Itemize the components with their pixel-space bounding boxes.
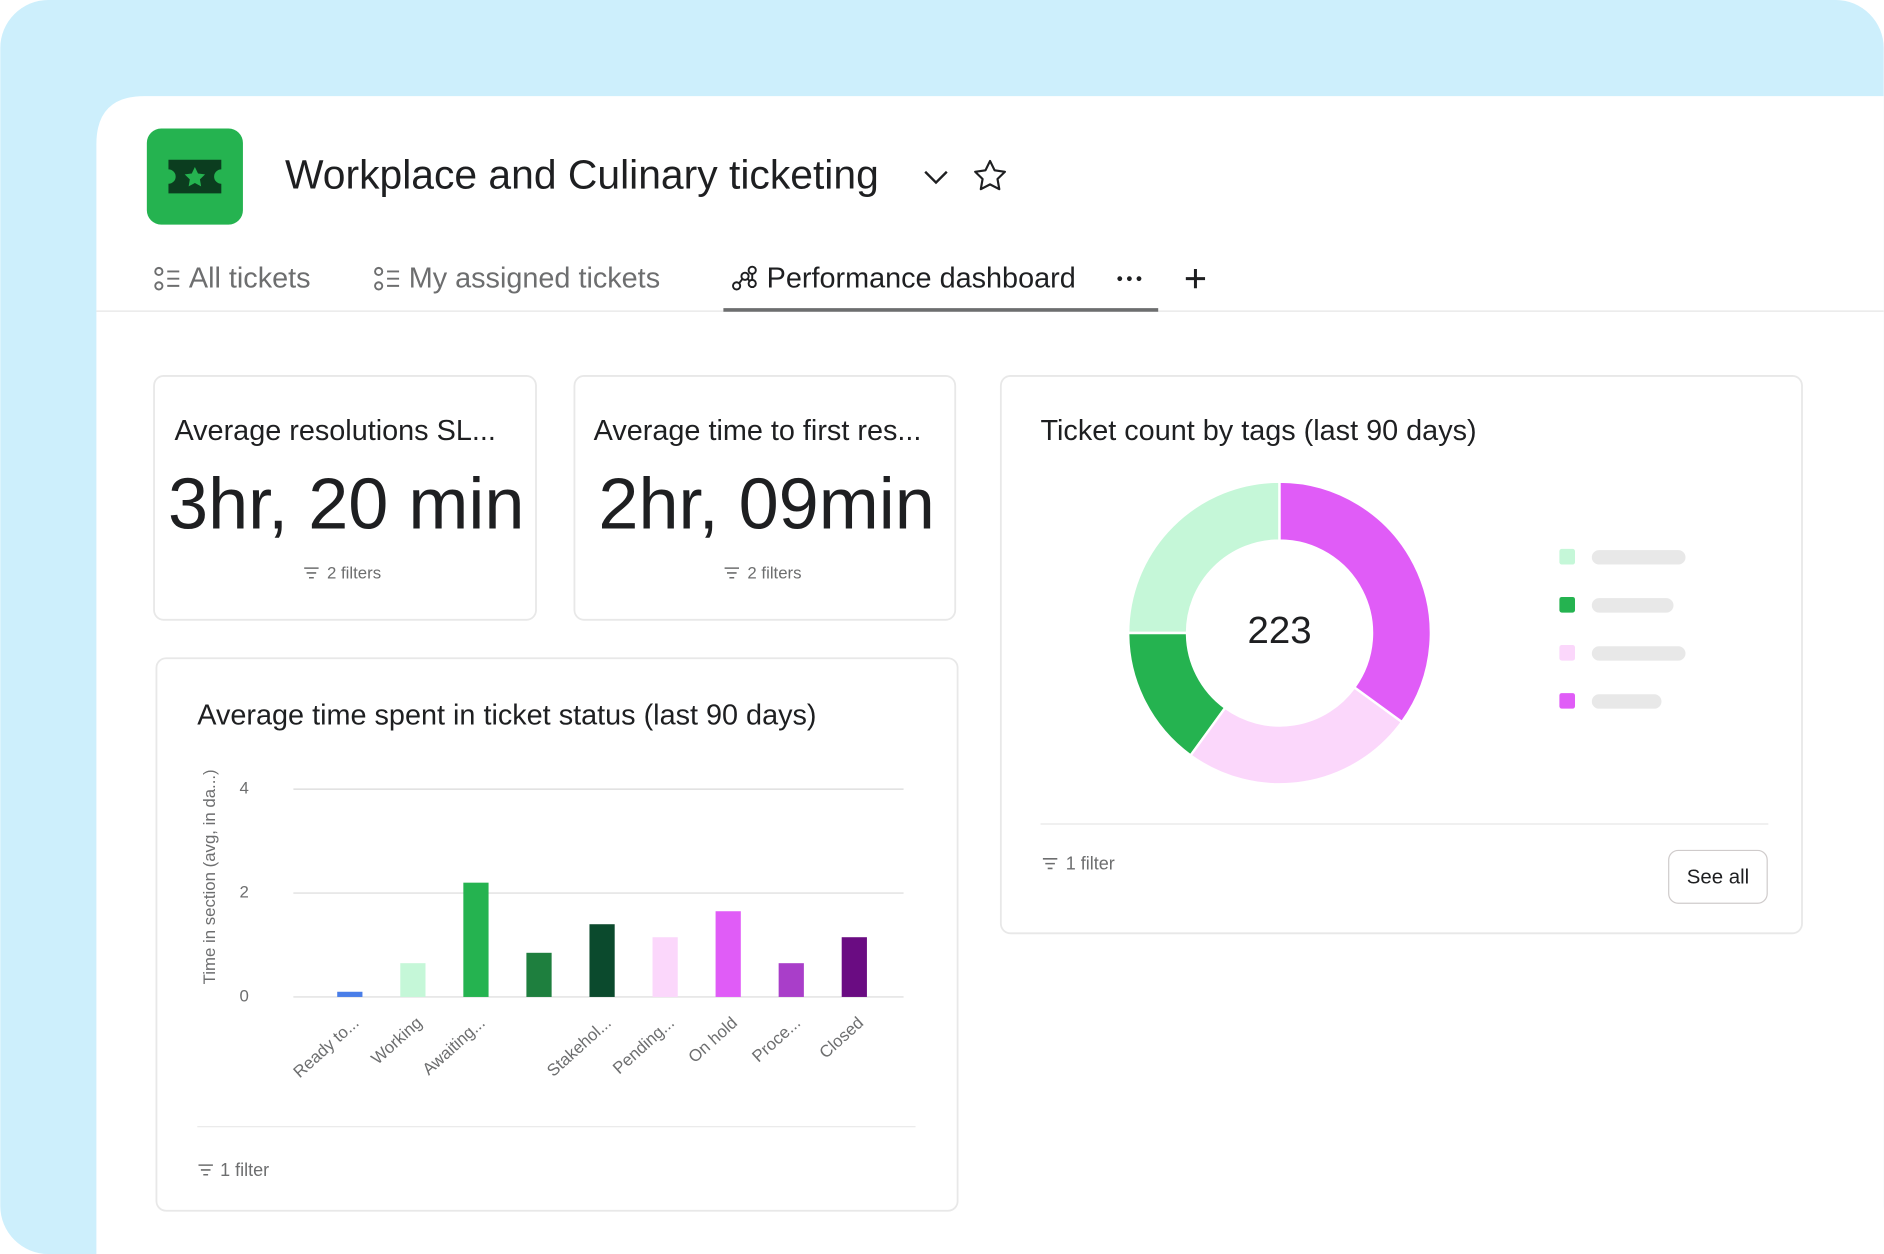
bar: [400, 963, 426, 997]
legend-placeholder: [1591, 646, 1686, 661]
legend-placeholder: [1591, 694, 1662, 709]
donut-segment: [1126, 480, 1281, 635]
card-value: 2hr, 09min: [598, 464, 934, 544]
star-button[interactable]: [974, 159, 1007, 191]
chart-title: Ticket count by tags (last 90 days): [1040, 415, 1476, 447]
button-label: See all: [1687, 866, 1749, 888]
legend-placeholder: [1591, 550, 1686, 565]
tab-label: My assigned tickets: [409, 262, 660, 294]
bar: [337, 991, 363, 997]
add-tab[interactable]: [1185, 269, 1206, 289]
filter-label: 2 filters: [747, 564, 801, 583]
tab-active[interactable]: Performance dashboard: [732, 262, 1142, 294]
legend-swatch: [1559, 548, 1576, 565]
y-axis-label: Time in section (avg, in da...): [200, 769, 219, 984]
bar: [463, 882, 489, 997]
legend-swatch: [1559, 596, 1576, 613]
legend-swatch: [1559, 645, 1576, 661]
dropdown[interactable]: [924, 170, 948, 185]
bar: [778, 963, 804, 997]
chart-title: Average time spent in ticket status (las…: [197, 700, 816, 732]
tab[interactable]: All tickets: [154, 262, 311, 294]
donut-total: 223: [1247, 609, 1311, 652]
project-icon: [146, 128, 243, 225]
legend-swatch: [1559, 693, 1576, 709]
filter-label: 1 filter: [1066, 854, 1115, 874]
filter-label: 1 filter: [220, 1160, 269, 1180]
tab-label: Performance dashboard: [767, 262, 1076, 294]
y-tick-label: 4: [239, 779, 248, 798]
tab-label: All tickets: [189, 262, 311, 294]
filter-label: 2 filters: [327, 564, 381, 583]
bar-card: Average time spent in ticket status (las…: [155, 657, 959, 1212]
metric-card: Average resolutions SL... 3hr, 20 min 2 …: [153, 375, 537, 621]
bar: [652, 937, 678, 997]
donut-chart: 223: [1126, 480, 1686, 786]
donut-segment: [1188, 685, 1404, 786]
bar: [841, 937, 867, 997]
card-title: Average time to first res...: [594, 415, 922, 447]
legend-placeholder: [1591, 598, 1674, 613]
card-title: Average resolutions SL...: [174, 415, 495, 447]
y-tick-label: 0: [239, 986, 248, 1005]
project-title: Workplace and Culinary ticketing: [285, 152, 879, 198]
see-all-button[interactable]: See all: [1668, 849, 1768, 904]
metric-card: Average time to first res... 2hr, 09min …: [573, 375, 957, 621]
tab[interactable]: My assigned tickets: [374, 262, 660, 294]
card-value: 3hr, 20 min: [168, 464, 524, 544]
bar: [589, 924, 615, 997]
donut-segment: [1278, 480, 1433, 724]
y-tick-label: 2: [239, 882, 248, 901]
bar: [526, 952, 552, 997]
bar: [715, 911, 741, 997]
